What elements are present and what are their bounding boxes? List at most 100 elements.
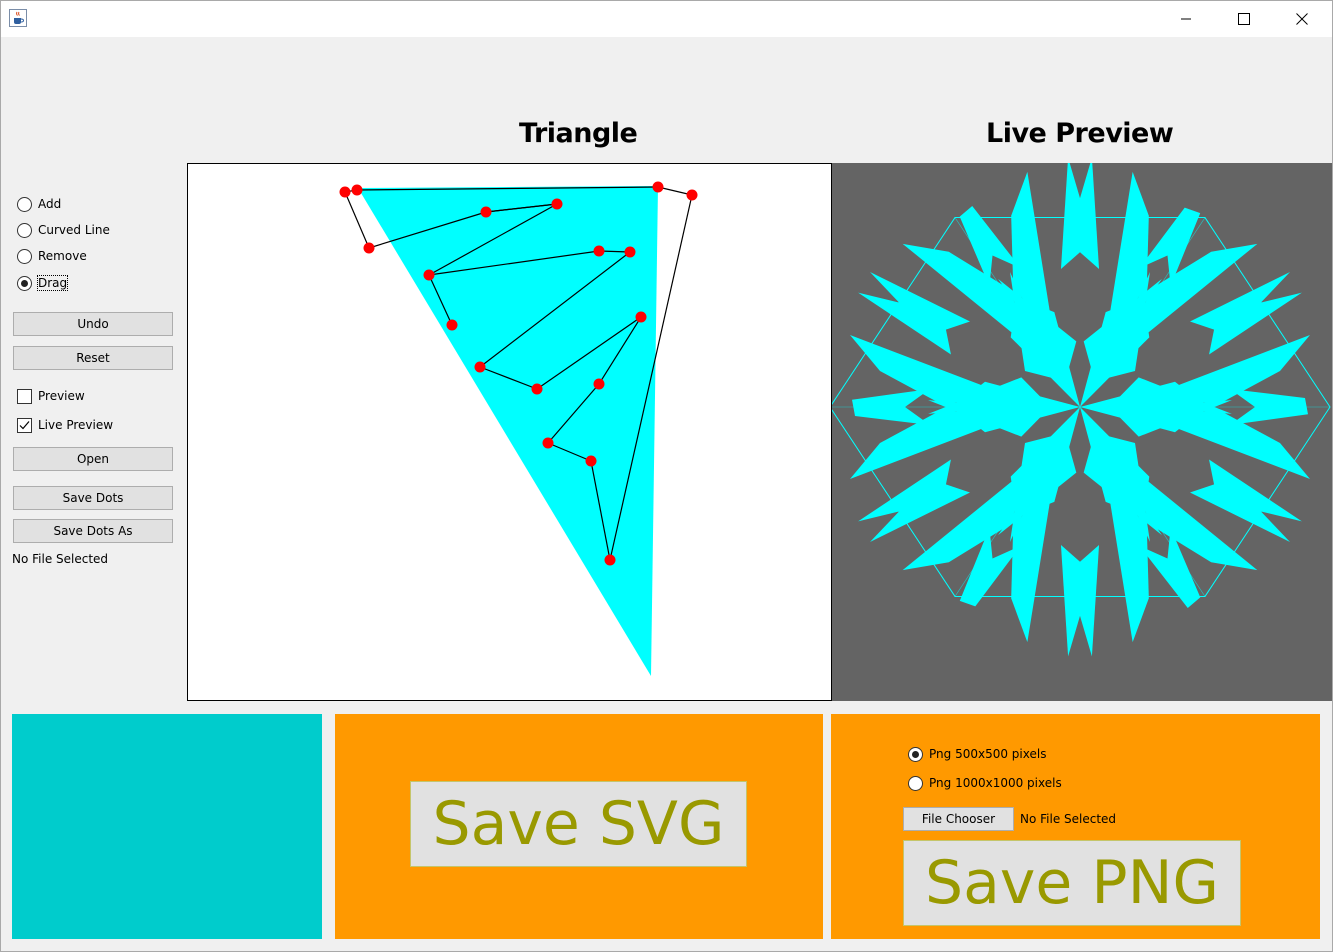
mode-curved-line-label: Curved Line bbox=[38, 223, 110, 237]
save-svg-panel: Save SVG bbox=[335, 714, 823, 939]
path-segment bbox=[485, 203, 558, 213]
mode-remove-radio[interactable]: Remove bbox=[17, 246, 87, 266]
minimize-icon bbox=[1181, 18, 1191, 19]
snowflake-spike bbox=[1083, 437, 1162, 536]
control-dots[interactable] bbox=[339, 181, 698, 566]
control-dot[interactable] bbox=[652, 181, 664, 193]
checkmark-icon bbox=[19, 420, 30, 429]
snowflake-spike bbox=[1010, 434, 1060, 542]
path-segment bbox=[428, 203, 558, 276]
path-segment bbox=[428, 250, 600, 276]
control-dot[interactable] bbox=[446, 319, 458, 331]
path-segment bbox=[547, 442, 592, 462]
open-button[interactable]: Open bbox=[13, 447, 173, 471]
mode-add-radio[interactable]: Add bbox=[17, 194, 61, 214]
snowflake-spike bbox=[1067, 545, 1100, 657]
control-dot[interactable] bbox=[551, 198, 563, 210]
path-segment bbox=[428, 274, 453, 326]
live-preview-checkbox[interactable]: Live Preview bbox=[17, 415, 113, 435]
mode-remove-label: Remove bbox=[38, 249, 87, 263]
snowflake-spike bbox=[959, 205, 1021, 287]
reset-button[interactable]: Reset bbox=[13, 346, 173, 370]
java-cup-icon bbox=[9, 9, 27, 27]
control-dot[interactable] bbox=[624, 246, 636, 258]
path-segment bbox=[657, 186, 693, 196]
checkbox-box bbox=[17, 388, 32, 404]
triangle-shape bbox=[358, 186, 658, 676]
path-segment bbox=[590, 460, 611, 561]
mode-drag-radio[interactable]: Drag bbox=[17, 273, 69, 293]
png-1000-radio[interactable]: Png 1000x1000 pixels bbox=[908, 773, 1062, 793]
triangle-canvas[interactable] bbox=[187, 163, 832, 701]
snowflake-spike bbox=[1190, 272, 1290, 335]
snowflake-arms bbox=[850, 163, 1310, 657]
file-chooser-button[interactable]: File Chooser bbox=[903, 807, 1014, 831]
snowflake-spike bbox=[1103, 462, 1149, 643]
control-dot[interactable] bbox=[604, 554, 616, 566]
control-dot[interactable] bbox=[593, 378, 605, 390]
radio-circle bbox=[908, 775, 923, 791]
path-segment bbox=[598, 316, 642, 385]
control-dot[interactable] bbox=[585, 455, 597, 467]
preview-checkbox[interactable]: Preview bbox=[17, 386, 85, 406]
snowflake-spike bbox=[858, 459, 951, 522]
path-segment bbox=[368, 211, 487, 249]
snowflake-spike bbox=[850, 335, 1020, 404]
snowflake-preview bbox=[832, 163, 1331, 657]
snowflake-spike bbox=[998, 278, 1077, 377]
radio-circle bbox=[17, 222, 32, 238]
file-status-label: No File Selected bbox=[12, 552, 109, 566]
snowflake-spike bbox=[850, 410, 1020, 479]
save-png-button[interactable]: Save PNG bbox=[903, 840, 1241, 926]
maximize-icon bbox=[1238, 12, 1250, 25]
snowflake-spike bbox=[1140, 410, 1310, 479]
live-preview-heading: Live Preview bbox=[986, 118, 1174, 149]
save-dots-button[interactable]: Save Dots bbox=[13, 486, 173, 510]
png-500-label: Png 500x500 pixels bbox=[929, 747, 1047, 761]
snowflake-spike bbox=[1103, 171, 1149, 352]
save-png-panel: Png 500x500 pixels Png 1000x1000 pixels … bbox=[831, 714, 1320, 939]
png-1000-label: Png 1000x1000 pixels bbox=[929, 776, 1062, 790]
preview-spoke-line bbox=[954, 217, 1081, 408]
color-swatch-panel[interactable] bbox=[12, 714, 322, 939]
control-dot[interactable] bbox=[363, 242, 375, 254]
save-svg-button[interactable]: Save SVG bbox=[410, 781, 747, 867]
control-dot[interactable] bbox=[593, 245, 605, 257]
title-bar bbox=[0, 0, 1333, 37]
radio-circle-selected bbox=[908, 746, 923, 762]
preview-spoke-line bbox=[1079, 406, 1206, 597]
control-dot[interactable] bbox=[339, 186, 351, 198]
control-dot[interactable] bbox=[474, 361, 486, 373]
undo-button[interactable]: Undo bbox=[13, 312, 173, 336]
mode-drag-label: Drag bbox=[36, 275, 69, 291]
snowflake-spike bbox=[1011, 171, 1057, 352]
png-file-status-label: No File Selected bbox=[1020, 812, 1117, 826]
control-dot[interactable] bbox=[351, 184, 363, 196]
close-button[interactable] bbox=[1273, 0, 1331, 37]
cut-path bbox=[344, 186, 693, 561]
control-dot[interactable] bbox=[480, 206, 492, 218]
control-dot[interactable] bbox=[686, 189, 698, 201]
save-dots-as-button[interactable]: Save Dots As bbox=[13, 519, 173, 543]
path-segment bbox=[547, 383, 600, 444]
path-segment bbox=[479, 366, 538, 390]
control-dot[interactable] bbox=[531, 383, 543, 395]
checkbox-box-checked bbox=[17, 417, 32, 433]
radio-circle-selected bbox=[17, 275, 32, 291]
preview-label: Preview bbox=[38, 389, 85, 403]
snowflake-spike bbox=[870, 479, 970, 542]
snowflake-spike bbox=[1139, 207, 1201, 287]
triangle-heading: Triangle bbox=[519, 118, 638, 149]
maximize-button[interactable] bbox=[1215, 0, 1273, 37]
snowflake-spike bbox=[1139, 527, 1201, 609]
snowflake-spike bbox=[870, 272, 970, 335]
minimize-button[interactable] bbox=[1157, 0, 1215, 37]
control-dot[interactable] bbox=[423, 269, 435, 281]
control-dot[interactable] bbox=[635, 311, 647, 323]
snowflake-spike bbox=[1113, 377, 1232, 414]
mode-curved-line-radio[interactable]: Curved Line bbox=[17, 220, 110, 240]
control-dot[interactable] bbox=[542, 437, 554, 449]
mode-add-label: Add bbox=[38, 197, 62, 211]
path-segment bbox=[536, 316, 642, 390]
png-500-radio[interactable]: Png 500x500 pixels bbox=[908, 744, 1046, 764]
